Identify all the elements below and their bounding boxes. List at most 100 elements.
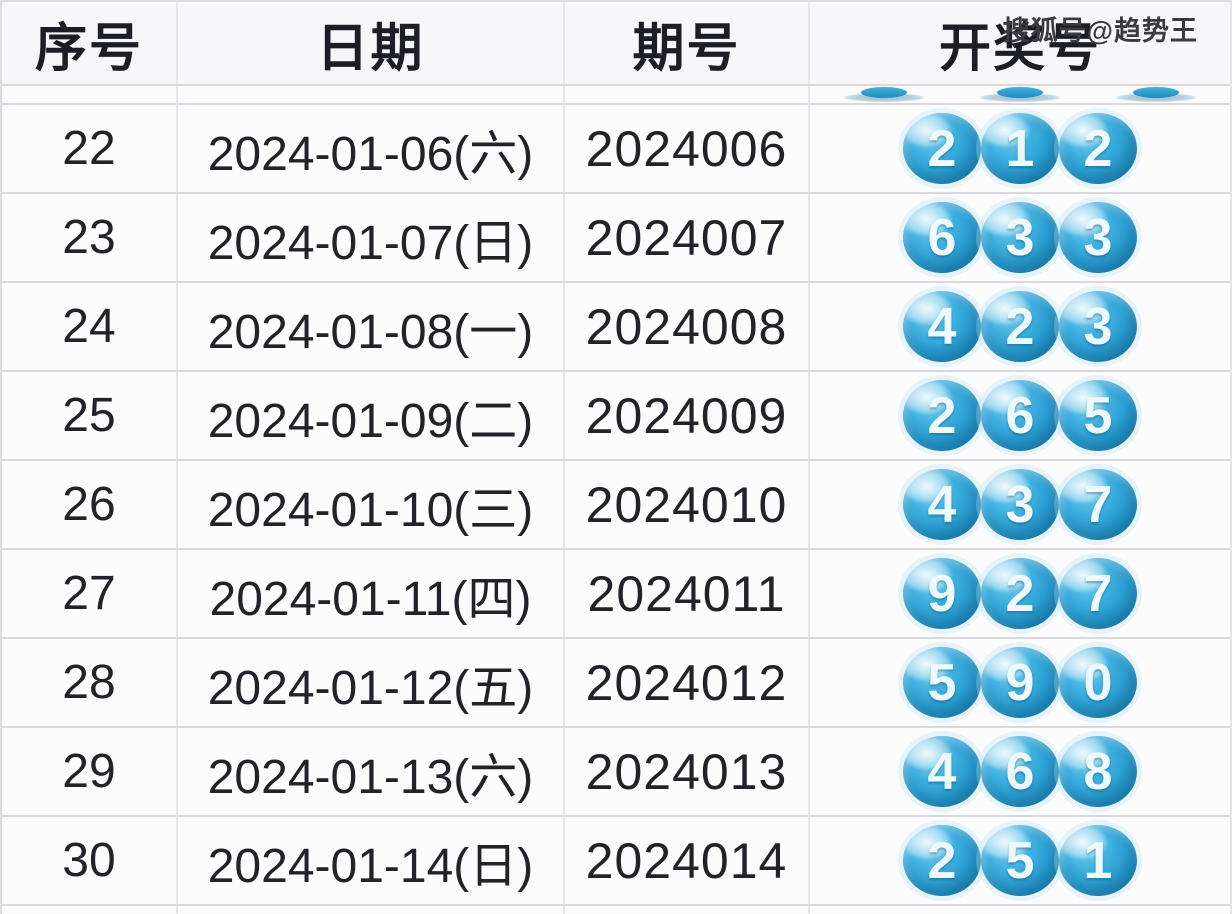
ball-number: 2 [927, 119, 957, 178]
ball-number: 6 [927, 208, 957, 267]
lottery-ball: 9 [903, 558, 981, 637]
ball-number: 7 [1083, 564, 1113, 623]
lottery-ball: 3 [981, 202, 1059, 281]
header-draw-numbers: 开奖号 [938, 19, 1101, 78]
date-cell: 2024-01-06(六) [178, 105, 565, 192]
seq-cell: 23 [2, 194, 178, 281]
ball-number: 2 [1083, 119, 1113, 178]
issue-cell: 2024009 [565, 372, 810, 459]
ball-bottom-icon [861, 87, 907, 98]
date-cell: 2024-01-09(二) [178, 372, 565, 459]
date-cell: 2024-01-08(一) [178, 283, 565, 370]
ball-bottom-sliver [980, 86, 1060, 103]
ball-bottom-sliver [1116, 86, 1196, 103]
issue-cell: 2024013 [565, 728, 810, 815]
watermark: 搜狐号@趋势王 [1002, 16, 1198, 46]
header-issue: 期号 [565, 2, 810, 84]
lottery-ball: 5 [981, 825, 1059, 904]
seq-cell: 30 [2, 817, 178, 904]
ball-number: 6 [1005, 386, 1035, 445]
header-seq: 序号 [2, 2, 178, 84]
issue-cell: 2024007 [565, 194, 810, 281]
cutoff-row-top [2, 86, 1230, 105]
seq-cell: 25 [2, 372, 178, 459]
ball-number: 2 [1005, 297, 1035, 356]
ball-number: 4 [927, 475, 957, 534]
ball-number: 0 [1083, 653, 1113, 712]
issue-cell: 2024006 [565, 105, 810, 192]
header-date: 日期 [178, 2, 565, 84]
seq-cell: 22 [2, 105, 178, 192]
stub-seq-cell [2, 906, 178, 914]
lottery-ball: 7 [1059, 558, 1137, 637]
lottery-ball: 4 [903, 736, 981, 815]
date-cell: 2024-01-07(日) [178, 194, 565, 281]
lottery-ball: 4 [903, 469, 981, 548]
issue-cell: 2024014 [565, 817, 810, 904]
lottery-ball: 0 [1059, 647, 1137, 726]
ball-number: 3 [1083, 208, 1113, 267]
lottery-ball: 1 [1059, 825, 1137, 904]
stub-issue-cell [565, 86, 810, 103]
lottery-ball: 6 [903, 202, 981, 281]
stub-balls-cell [810, 86, 1230, 103]
lottery-ball: 1 [981, 113, 1059, 192]
seq-cell: 24 [2, 283, 178, 370]
ball-number: 1 [1005, 119, 1035, 178]
issue-cell: 2024012 [565, 639, 810, 726]
date-cell: 2024-01-13(六) [178, 728, 565, 815]
lottery-ball: 7 [1059, 469, 1137, 548]
seq-cell: 28 [2, 639, 178, 726]
stub-date-cell [178, 906, 565, 914]
issue-cell: 2024010 [565, 461, 810, 548]
issue-cell: 2024011 [565, 550, 810, 637]
seq-cell: 29 [2, 728, 178, 815]
ball-number: 7 [1083, 475, 1113, 534]
ball-bottom-icon [1133, 87, 1179, 98]
ball-number: 5 [927, 653, 957, 712]
seq-cell: 26 [2, 461, 178, 548]
ball-number: 4 [927, 742, 957, 801]
lottery-ball: 2 [903, 380, 981, 459]
date-cell: 2024-01-12(五) [178, 639, 565, 726]
lottery-ball: 9 [981, 647, 1059, 726]
issue-cell: 2024008 [565, 283, 810, 370]
ball-number: 3 [1083, 297, 1113, 356]
seq-cell: 27 [2, 550, 178, 637]
lottery-ball: 2 [981, 291, 1059, 370]
lottery-ball: 4 [903, 291, 981, 370]
lottery-ball: 2 [981, 558, 1059, 637]
lottery-ball: 2 [1059, 113, 1137, 192]
ball-number: 3 [1005, 475, 1035, 534]
ball-number: 2 [1005, 564, 1035, 623]
ball-number: 5 [1083, 386, 1113, 445]
ball-number: 2 [927, 386, 957, 445]
lottery-ball: 6 [981, 380, 1059, 459]
lottery-ball: 5 [1059, 380, 1137, 459]
ball-bottom-sliver [844, 86, 924, 103]
stub-date-cell [178, 86, 565, 103]
ball-number: 5 [1005, 831, 1035, 890]
date-cell: 2024-01-11(四) [178, 550, 565, 637]
ball-number: 9 [927, 564, 957, 623]
date-cell: 2024-01-14(日) [178, 817, 565, 904]
